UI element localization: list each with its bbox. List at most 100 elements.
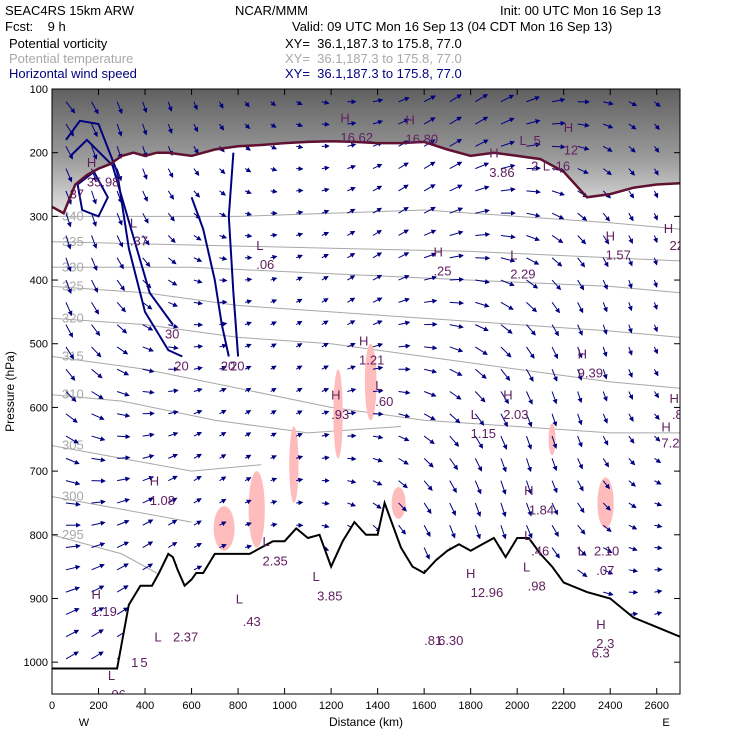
theta-label-315: 315	[62, 348, 84, 363]
wind-arrow	[398, 229, 409, 236]
wind-arrow	[551, 502, 558, 516]
wind-arrow	[602, 212, 611, 222]
wind-arrow	[193, 565, 203, 571]
wind-arrow	[193, 387, 203, 393]
wind-arrow	[526, 480, 532, 495]
wind-arrow	[603, 569, 614, 575]
wind-arrow	[219, 234, 228, 239]
wind-arrow	[244, 343, 252, 349]
wind-arrow	[526, 525, 533, 539]
wind-arrow	[219, 168, 226, 175]
wind-arrow	[116, 168, 123, 182]
wind-arrow	[244, 544, 253, 550]
extremum-label: 2.10	[594, 544, 619, 559]
wind-arrow	[449, 502, 456, 516]
wind-arrow	[449, 300, 464, 306]
wind-arrow	[628, 435, 635, 444]
wind-arrow	[168, 388, 179, 394]
wind-arrow	[219, 387, 227, 393]
wind-arrow	[142, 454, 155, 459]
wind-arrow	[628, 413, 634, 422]
wind-arrow	[193, 300, 203, 306]
wind-arrow	[65, 651, 79, 660]
wind-arrow	[219, 409, 227, 415]
wind-arrow	[500, 435, 508, 450]
wind-arrow	[398, 320, 411, 326]
wind-arrow	[117, 476, 131, 482]
wind-arrow	[321, 432, 330, 438]
wind-arrow	[449, 277, 464, 283]
wind-arrow	[653, 257, 658, 266]
extremum-label: .60	[375, 394, 393, 409]
extremum-label: 35.98	[87, 174, 120, 189]
wind-arrow	[65, 302, 73, 317]
wind-arrow	[321, 320, 329, 326]
x-tick-label: 1400	[365, 700, 389, 712]
wind-arrow	[193, 543, 202, 548]
wind-arrow	[321, 523, 330, 529]
wind-arrow	[91, 324, 101, 337]
wind-arrow	[423, 391, 437, 397]
wind-arrow	[577, 279, 585, 291]
wind-arrow	[270, 365, 277, 371]
wind-arrow	[347, 387, 357, 393]
wind-arrow	[475, 346, 488, 355]
wind-arrow	[65, 213, 72, 228]
wind-arrow	[526, 458, 532, 473]
wind-arrow	[347, 230, 356, 236]
wind-arrow	[321, 209, 330, 215]
wind-arrow	[270, 122, 277, 128]
wind-arrow	[193, 101, 198, 111]
wind-arrow	[602, 547, 613, 554]
center-name: NCAR/MMM	[235, 3, 308, 18]
extremum-label: .06	[108, 687, 126, 702]
wind-arrow	[91, 391, 104, 400]
wind-arrow	[296, 455, 304, 461]
wind-arrow	[474, 458, 482, 472]
wind-arrow	[168, 475, 178, 482]
wind-arrow	[423, 547, 430, 560]
wind-arrow	[347, 164, 357, 170]
wind-arrow	[577, 391, 583, 404]
y-tick-label: 900	[30, 593, 48, 605]
y-tick-label: 800	[30, 530, 48, 542]
wind-arrow	[449, 138, 463, 147]
theta-label-340: 340	[62, 208, 84, 223]
extremum-label: L	[236, 591, 243, 606]
wind-arrow	[219, 343, 228, 349]
wind-arrow	[653, 235, 658, 244]
wind-arrow	[627, 302, 633, 312]
wind-arrow	[627, 279, 633, 289]
wind-arrow	[627, 324, 633, 334]
extremum-label: .88	[672, 407, 690, 422]
wind-arrow	[526, 324, 536, 336]
wind-arrow	[653, 279, 658, 288]
x-tick-label: 1200	[319, 700, 343, 712]
wind-arrow	[628, 502, 637, 509]
wind-arrow	[295, 298, 303, 304]
wind-arrow	[602, 458, 610, 468]
wind-arrow	[347, 275, 356, 281]
wind-arrow	[219, 521, 227, 527]
theta-contour-300	[52, 496, 192, 523]
extremum-label: .93	[331, 407, 349, 422]
wind-arrow	[142, 101, 148, 114]
wind-arrow	[244, 409, 252, 415]
wind-arrow	[500, 391, 509, 405]
wind-arrow	[116, 498, 130, 504]
y-axis-label: Pressure (hPa)	[3, 351, 17, 432]
x-tick-label: 2600	[644, 700, 668, 712]
wind-arrow	[398, 162, 409, 170]
wind-arrow	[526, 119, 541, 125]
wind-label-4: 20	[230, 358, 244, 373]
wind-arrow	[423, 229, 437, 236]
extremum-label: 7.29	[661, 435, 686, 450]
wind-arrow	[654, 123, 660, 131]
wind-arrow	[551, 524, 559, 537]
wind-arrow	[603, 100, 614, 106]
wind-arrow	[167, 190, 174, 200]
wind-arrow	[526, 502, 533, 517]
wind-arrow	[167, 123, 173, 134]
extremum-label: L	[256, 238, 263, 253]
wind-arrow	[653, 168, 659, 176]
